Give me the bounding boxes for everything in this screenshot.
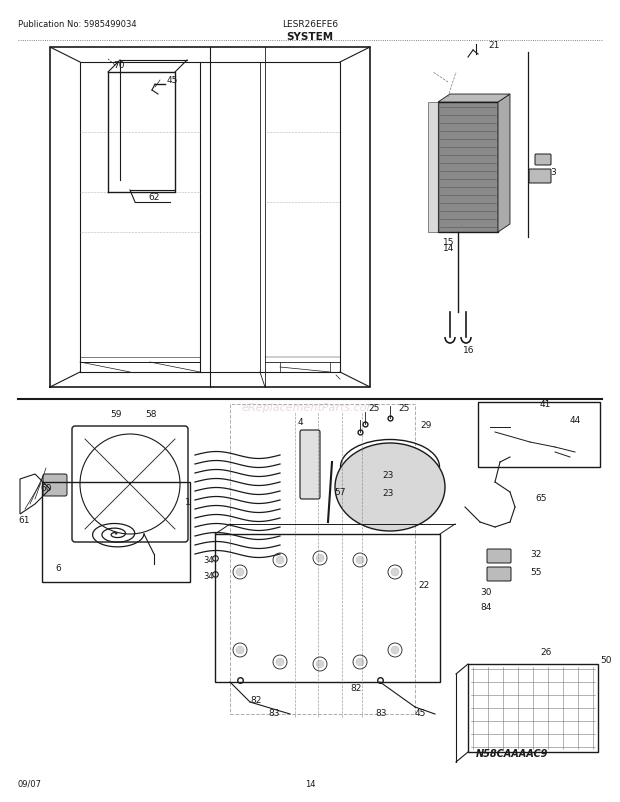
Text: 21: 21: [488, 41, 499, 50]
Text: 15: 15: [443, 237, 454, 247]
Bar: [42, 482, 190, 582]
FancyBboxPatch shape: [529, 170, 551, 184]
Text: 82: 82: [250, 695, 262, 704]
Text: 62: 62: [148, 192, 159, 202]
Text: 57: 57: [334, 488, 345, 496]
Text: 70: 70: [113, 61, 125, 70]
Text: 29: 29: [420, 420, 432, 429]
Circle shape: [356, 658, 364, 666]
Text: SYSTEM: SYSTEM: [286, 32, 334, 42]
Text: LESR26EFE6: LESR26EFE6: [282, 20, 338, 29]
Text: 58: 58: [145, 410, 156, 419]
Circle shape: [276, 557, 284, 565]
Bar: [215, 534, 440, 683]
Text: 4: 4: [298, 418, 304, 427]
Text: 14: 14: [443, 244, 454, 253]
Bar: [478, 403, 600, 468]
Text: 60: 60: [40, 484, 51, 492]
Text: 6: 6: [55, 563, 61, 573]
Text: 61: 61: [18, 516, 30, 525]
Bar: [428, 103, 438, 233]
Bar: [468, 664, 598, 752]
Text: 83: 83: [375, 708, 386, 717]
Circle shape: [236, 569, 244, 577]
Text: 3: 3: [550, 168, 556, 176]
FancyBboxPatch shape: [487, 567, 511, 581]
Text: 34: 34: [203, 555, 214, 565]
Bar: [438, 103, 498, 233]
Text: 26: 26: [540, 647, 551, 656]
Polygon shape: [438, 95, 510, 103]
Text: N58CAAAAC9: N58CAAAAC9: [476, 748, 548, 758]
Text: 16: 16: [463, 346, 474, 354]
Circle shape: [356, 557, 364, 565]
Circle shape: [236, 646, 244, 654]
Text: 55: 55: [530, 567, 541, 577]
Circle shape: [276, 658, 284, 666]
Polygon shape: [498, 95, 510, 233]
Text: 34: 34: [203, 571, 214, 581]
Bar: [230, 404, 415, 714]
Text: 45: 45: [415, 708, 427, 717]
Text: 84: 84: [480, 602, 492, 611]
Text: 30: 30: [480, 587, 492, 596]
Text: 22: 22: [418, 581, 429, 589]
FancyBboxPatch shape: [487, 549, 511, 563]
Circle shape: [391, 646, 399, 654]
Text: 65: 65: [535, 493, 546, 502]
Text: Publication No: 5985499034: Publication No: 5985499034: [18, 20, 136, 29]
Text: 23: 23: [382, 471, 393, 480]
Text: 59: 59: [110, 410, 122, 419]
FancyBboxPatch shape: [535, 155, 551, 166]
Text: 41: 41: [540, 399, 551, 408]
Circle shape: [316, 660, 324, 668]
Ellipse shape: [335, 444, 445, 532]
FancyBboxPatch shape: [43, 475, 67, 496]
Text: 25: 25: [398, 403, 409, 412]
Circle shape: [316, 554, 324, 562]
Text: 09/07: 09/07: [18, 779, 42, 788]
Text: 32: 32: [530, 549, 541, 558]
Text: 25: 25: [368, 403, 379, 412]
Text: 83: 83: [268, 708, 280, 717]
Text: 1: 1: [185, 497, 191, 506]
Text: eReplacementParts.com: eReplacementParts.com: [242, 403, 378, 412]
Text: 14: 14: [305, 779, 315, 788]
FancyBboxPatch shape: [300, 431, 320, 500]
Text: 23: 23: [382, 488, 393, 497]
Circle shape: [391, 569, 399, 577]
Text: 44: 44: [570, 415, 582, 424]
Text: 45: 45: [167, 76, 179, 85]
Text: 82: 82: [350, 683, 361, 692]
Text: 50: 50: [600, 655, 611, 664]
